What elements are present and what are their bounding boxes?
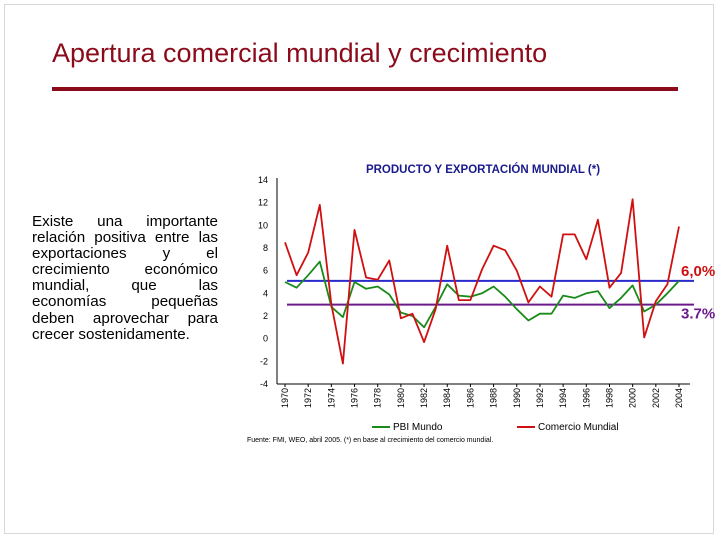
x-tick-label: 1984 xyxy=(442,388,452,408)
x-tick-label: 2004 xyxy=(674,388,684,408)
x-tick-label: 1976 xyxy=(350,388,360,408)
series-lines xyxy=(284,198,680,365)
y-tick-label: 6 xyxy=(263,266,268,276)
x-tick-labels: 1970 1972 1974 1976 1978 1980 1982 1984 1986 1988… xyxy=(280,384,684,408)
y-tick-label: -2 xyxy=(260,356,268,366)
x-tick-label: 2002 xyxy=(651,388,661,408)
x-tick-label: 1978 xyxy=(373,388,383,408)
x-tick-label: 1980 xyxy=(396,388,406,408)
reference-line-label: 6,0% xyxy=(681,263,715,280)
slide-body-text: Existe una importante relación positiva … xyxy=(32,213,218,343)
y-tick-label: 14 xyxy=(258,175,268,185)
chart-title: PRODUCTO Y EXPORTACIÓN MUNDIAL (*) xyxy=(366,163,600,176)
x-tick-label: 2000 xyxy=(628,388,638,408)
x-tick-label: 1972 xyxy=(303,388,313,408)
x-tick-label: 1982 xyxy=(419,388,429,408)
slide-title: Apertura comercial mundial y crecimiento xyxy=(52,38,548,68)
x-tick-label: 1998 xyxy=(604,388,614,408)
reference-line-label: 3.7% xyxy=(681,306,715,323)
x-tick-label: 1974 xyxy=(326,388,336,408)
x-tick-label: 1990 xyxy=(512,388,522,408)
x-tick-label: 1994 xyxy=(558,388,568,408)
y-tick-label: 2 xyxy=(263,311,268,321)
y-tick-label: 4 xyxy=(263,288,268,298)
series-line-pbi-mundo xyxy=(284,260,680,329)
y-tick-label: 8 xyxy=(263,243,268,253)
legend-label-pbi: PBI Mundo xyxy=(393,422,443,433)
y-tick-label: 12 xyxy=(258,198,268,208)
y-tick-labels: 14 12 10 8 6 4 2 0 -2 -4 xyxy=(258,175,268,389)
y-tick-label: 10 xyxy=(258,220,268,230)
legend-label-comercio: Comercio Mundial xyxy=(538,422,619,433)
x-tick-label: 1988 xyxy=(489,388,499,408)
x-tick-label: 1986 xyxy=(465,388,475,408)
legend: PBI Mundo Comercio Mundial xyxy=(372,422,619,433)
x-tick-label: 1996 xyxy=(581,388,591,408)
reference-lines: 6,0% 3.7% xyxy=(287,263,715,323)
y-tick-label: -4 xyxy=(260,379,268,389)
chart-source-note: Fuente: FMI, WEO, abril 2005. (*) en bas… xyxy=(247,437,493,444)
y-tick-label: 0 xyxy=(263,334,268,344)
series-line-comercio-mundial xyxy=(284,198,680,365)
x-tick-label: 1970 xyxy=(280,388,290,408)
x-tick-label: 1992 xyxy=(535,388,545,408)
slide-frame xyxy=(4,4,714,534)
title-underline xyxy=(52,87,678,91)
